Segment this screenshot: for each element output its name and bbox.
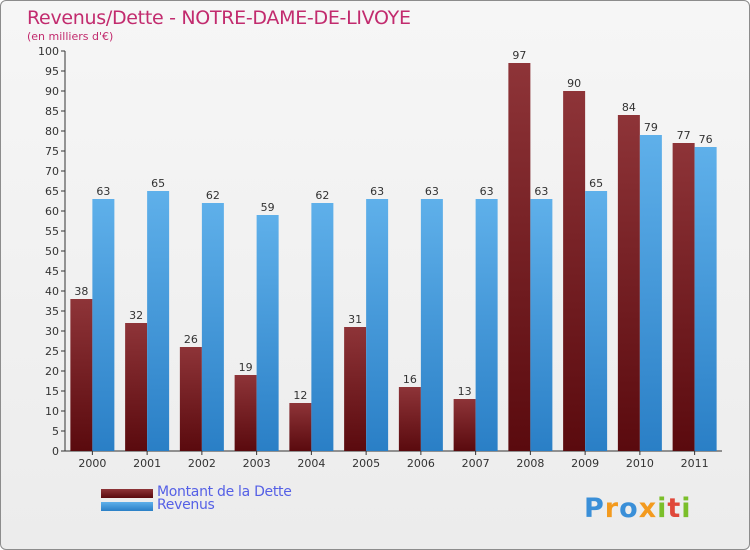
data-label-revenue: 63 xyxy=(480,185,494,198)
x-tick-label: 2009 xyxy=(571,457,599,470)
data-label-revenue: 62 xyxy=(315,189,329,202)
svg-text:Proxiti: Proxiti xyxy=(584,493,692,524)
data-label-revenue: 63 xyxy=(370,185,384,198)
bar-debt xyxy=(70,299,93,451)
legend-label-revenue: Revenus xyxy=(157,497,215,513)
y-tick-label: 65 xyxy=(45,185,59,198)
bar-debt xyxy=(398,387,421,451)
data-label-revenue: 65 xyxy=(151,177,165,190)
data-label-debt: 97 xyxy=(512,49,526,62)
y-tick-label: 10 xyxy=(45,405,59,418)
data-labels: 38 63 32 65 26 62 19 59 12 62 31 63 16 63 13 63 97 63 90 65… xyxy=(74,49,712,402)
data-label-revenue: 59 xyxy=(261,201,275,214)
chart-subtitle: (en milliers d'€) xyxy=(27,30,114,43)
bar-revenue xyxy=(694,147,717,451)
y-tick-label: 40 xyxy=(45,285,59,298)
x-tick-label: 2007 xyxy=(462,457,490,470)
bar-debt xyxy=(234,375,257,451)
y-tick-label: 90 xyxy=(45,85,59,98)
data-label-debt: 16 xyxy=(403,373,417,386)
bar-debt xyxy=(289,403,312,451)
y-tick-label: 0 xyxy=(52,445,59,458)
bar-debt xyxy=(344,327,367,451)
data-label-debt: 31 xyxy=(348,313,362,326)
x-tick-label: 2000 xyxy=(78,457,106,470)
data-label-debt: 32 xyxy=(129,309,143,322)
bar-revenue xyxy=(92,199,115,451)
y-tick-label: 70 xyxy=(45,165,59,178)
x-tick-label: 2008 xyxy=(516,457,544,470)
data-label-debt: 77 xyxy=(677,129,691,142)
data-label-revenue: 63 xyxy=(534,185,548,198)
x-tick-label: 2003 xyxy=(243,457,271,470)
bar-revenue xyxy=(256,215,279,451)
y-tick-label: 45 xyxy=(45,265,59,278)
data-label-debt: 90 xyxy=(567,77,581,90)
data-label-revenue: 65 xyxy=(589,177,603,190)
bar-revenue xyxy=(201,203,224,451)
bar-revenue xyxy=(530,199,553,451)
data-label-debt: 26 xyxy=(184,333,198,346)
bar-debt xyxy=(508,63,531,451)
y-axis: 0 5 10 15 20 25 30 35 40 45 50 55 60 65 70 75 80 85 90 95 10… xyxy=(38,45,66,458)
bar-debt xyxy=(125,323,148,451)
x-tick-label: 2010 xyxy=(626,457,654,470)
y-tick-label: 30 xyxy=(45,325,59,338)
y-tick-label: 50 xyxy=(45,245,59,258)
bar-debt xyxy=(563,91,586,451)
y-tick-label: 5 xyxy=(52,425,59,438)
legend-swatch-revenue xyxy=(101,502,153,511)
x-tick-label: 2004 xyxy=(297,457,325,470)
bar-revenue xyxy=(311,203,334,451)
bar-debt xyxy=(672,143,695,451)
bar-revenue xyxy=(366,199,389,451)
data-label-debt: 19 xyxy=(239,361,253,374)
bar-revenue xyxy=(585,191,608,451)
data-label-revenue: 79 xyxy=(644,121,658,134)
bar-revenue xyxy=(147,191,170,451)
bar-debt xyxy=(179,347,202,451)
data-label-revenue: 62 xyxy=(206,189,220,202)
y-tick-label: 80 xyxy=(45,125,59,138)
chart-title: Revenus/Dette - NOTRE-DAME-DE-LIVOYE xyxy=(27,7,411,29)
x-tick-label: 2001 xyxy=(133,457,161,470)
y-tick-label: 35 xyxy=(45,305,59,318)
x-tick-label: 2002 xyxy=(188,457,216,470)
x-tick-label: 2011 xyxy=(681,457,709,470)
bar-debt xyxy=(453,399,476,451)
y-tick-label: 75 xyxy=(45,145,59,158)
y-tick-label: 85 xyxy=(45,105,59,118)
legend-swatch-debt xyxy=(101,489,153,498)
y-tick-label: 60 xyxy=(45,205,59,218)
data-label-debt: 84 xyxy=(622,101,636,114)
data-label-revenue: 63 xyxy=(96,185,110,198)
y-tick-label: 20 xyxy=(45,365,59,378)
bar-revenue xyxy=(420,199,443,451)
y-tick-label: 95 xyxy=(45,65,59,78)
data-label-revenue: 63 xyxy=(425,185,439,198)
data-label-revenue: 76 xyxy=(699,133,713,146)
x-tick-label: 2006 xyxy=(407,457,435,470)
data-label-debt: 13 xyxy=(458,385,472,398)
bars xyxy=(70,63,717,451)
x-axis: 2000 2001 2002 2003 2004 2005 2006 2007 2008 2009… xyxy=(65,450,722,470)
y-tick-label: 100 xyxy=(38,45,59,58)
y-tick-label: 55 xyxy=(45,225,59,238)
data-label-debt: 38 xyxy=(74,285,88,298)
x-tick-label: 2005 xyxy=(352,457,380,470)
proxiti-logo-icon: Proxiti xyxy=(584,493,692,524)
bar-revenue xyxy=(475,199,498,451)
legend-label-debt: Montant de la Dette xyxy=(157,484,292,500)
data-label-debt: 12 xyxy=(293,389,307,402)
y-tick-label: 15 xyxy=(45,385,59,398)
y-tick-label: 25 xyxy=(45,345,59,358)
bar-debt xyxy=(617,115,640,451)
bar-revenue xyxy=(639,135,662,451)
